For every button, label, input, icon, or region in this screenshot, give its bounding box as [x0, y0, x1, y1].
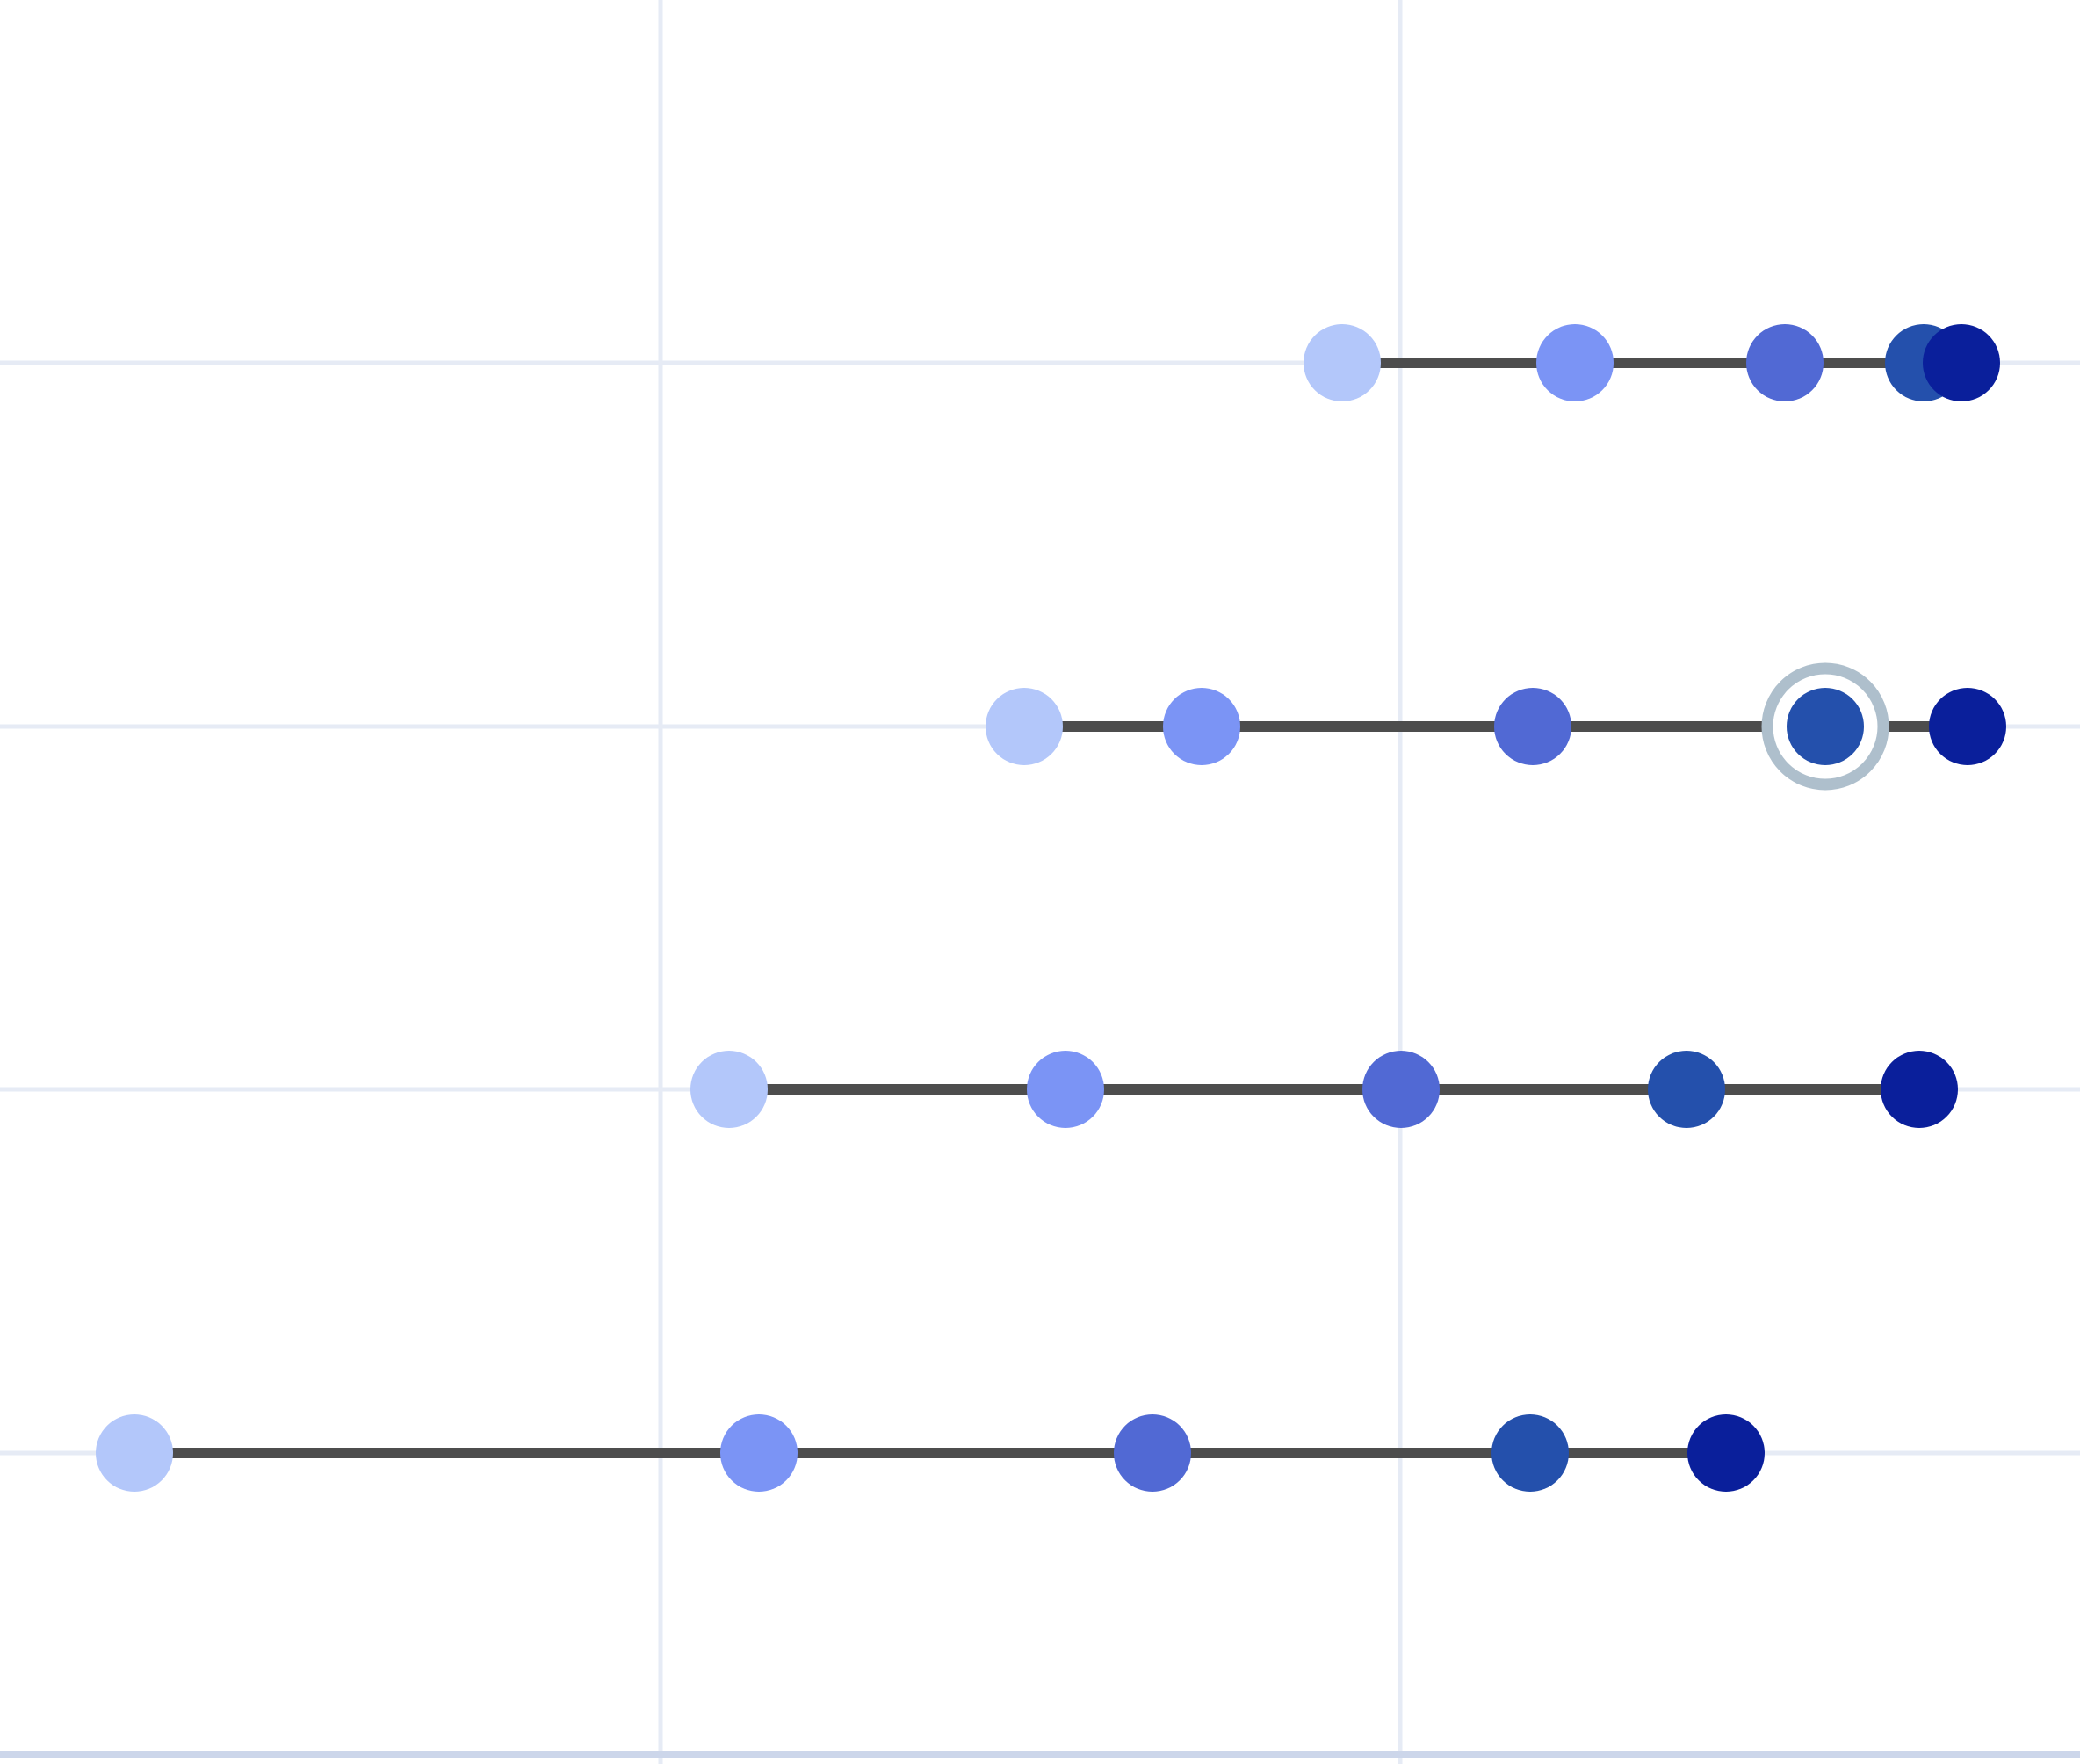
data-point[interactable] — [1362, 1051, 1440, 1128]
data-point[interactable] — [1746, 324, 1824, 401]
connector-layer — [134, 358, 1968, 1458]
data-point[interactable] — [1536, 324, 1614, 401]
data-point[interactable] — [1687, 1414, 1765, 1492]
data-point[interactable] — [1494, 688, 1571, 765]
data-point[interactable] — [1929, 688, 2006, 765]
data-point[interactable] — [1027, 1051, 1104, 1128]
point-layer — [96, 324, 2006, 1492]
data-point[interactable] — [690, 1051, 768, 1128]
data-point[interactable] — [1923, 324, 2000, 401]
data-point[interactable] — [1787, 688, 1864, 765]
data-point[interactable] — [1163, 688, 1240, 765]
data-point[interactable] — [986, 688, 1063, 765]
data-point[interactable] — [1881, 1051, 1958, 1128]
data-point[interactable] — [1304, 324, 1381, 401]
data-point[interactable] — [1648, 1051, 1725, 1128]
data-point[interactable] — [1491, 1414, 1569, 1492]
data-point[interactable] — [1114, 1414, 1191, 1492]
data-point[interactable] — [96, 1414, 173, 1492]
data-point[interactable] — [720, 1414, 798, 1492]
